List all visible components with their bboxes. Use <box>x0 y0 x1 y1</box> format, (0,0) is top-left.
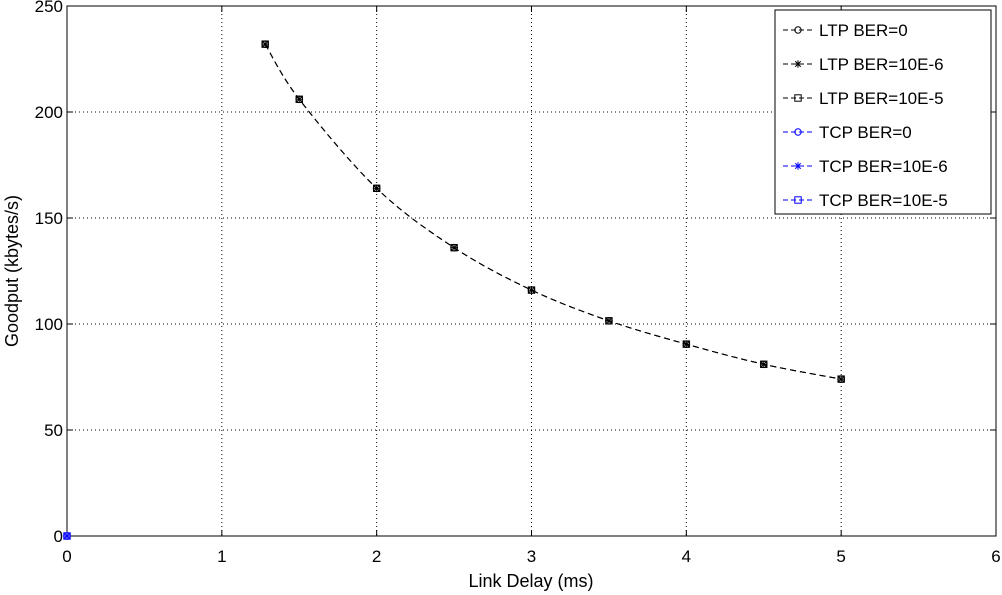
data-point <box>295 95 303 103</box>
data-point <box>760 360 768 368</box>
series-5 <box>63 532 71 540</box>
data-point <box>605 317 613 325</box>
legend-item: LTP BER=0 <box>783 21 908 40</box>
data-point <box>63 532 71 540</box>
legend-item: LTP BER=10E-5 <box>783 89 944 108</box>
legend-marker <box>794 26 802 34</box>
legend-marker <box>794 162 802 170</box>
data-point <box>261 40 269 48</box>
legend-box <box>774 9 992 215</box>
legend-item: TCP BER=10E-6 <box>783 157 948 176</box>
x-axis-label: Link Delay (ms) <box>468 571 593 591</box>
series-3 <box>261 40 845 383</box>
legend-marker <box>794 196 802 204</box>
series-6 <box>63 532 71 540</box>
y-tick-label: 150 <box>35 209 63 228</box>
data-point <box>261 40 269 48</box>
y-tick-label: 0 <box>54 527 63 546</box>
y-tick-label: 200 <box>35 103 63 122</box>
y-tick-label: 250 <box>35 0 63 16</box>
data-point <box>63 532 71 540</box>
data-point <box>837 375 845 383</box>
x-tick-label: 6 <box>991 547 1000 566</box>
legend-marker <box>794 60 802 68</box>
series-2 <box>261 40 845 383</box>
legend-label: TCP BER=10E-6 <box>819 157 948 176</box>
series-line <box>264 43 842 380</box>
legend-label: TCP BER=0 <box>819 123 912 142</box>
legend-item: TCP BER=10E-5 <box>783 191 948 210</box>
x-tick-label: 1 <box>217 547 226 566</box>
legend-label: LTP BER=10E-5 <box>819 89 944 108</box>
legend-label: LTP BER=10E-6 <box>819 55 944 74</box>
legend-label: TCP BER=10E-5 <box>819 191 948 210</box>
data-point <box>372 184 381 193</box>
x-tick-label: 0 <box>62 547 71 566</box>
legend-marker <box>794 128 802 136</box>
legend-marker <box>794 94 802 102</box>
data-point <box>527 286 536 294</box>
y-tick-label: 50 <box>44 421 63 440</box>
grid <box>67 6 996 536</box>
x-tick-label: 2 <box>372 547 381 566</box>
x-tick-label: 5 <box>836 547 845 566</box>
series-line <box>264 43 842 380</box>
x-tick-label: 3 <box>527 547 536 566</box>
y-tick-label: 100 <box>35 315 63 334</box>
series-line <box>264 43 842 380</box>
legend-label: LTP BER=0 <box>819 21 908 40</box>
series-1 <box>261 40 845 383</box>
data-point <box>837 375 845 383</box>
x-tick-label: 4 <box>682 547 691 566</box>
legend-item: TCP BER=0 <box>783 123 912 142</box>
y-axis-label: Goodput (kbytes/s) <box>2 195 22 347</box>
data-point <box>450 243 458 252</box>
data-point <box>527 286 536 294</box>
series-group <box>63 40 845 540</box>
legend-item: LTP BER=10E-6 <box>783 55 944 74</box>
legend: LTP BER=0 LTP BER=10E-6 LTP BER=10E-5 TCP B… <box>774 9 992 215</box>
data-point <box>682 340 691 348</box>
